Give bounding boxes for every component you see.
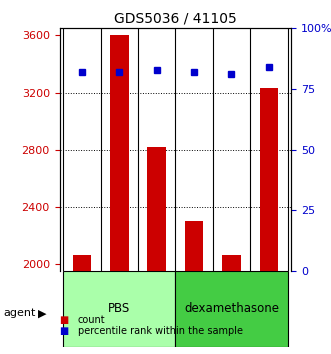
Text: percentile rank within the sample: percentile rank within the sample — [78, 326, 243, 336]
Text: ■: ■ — [60, 326, 69, 336]
Title: GDS5036 / 41105: GDS5036 / 41105 — [114, 12, 237, 26]
Bar — [260, 88, 278, 271]
Text: ■: ■ — [60, 315, 69, 325]
Text: PBS: PBS — [108, 302, 130, 315]
Bar — [147, 147, 166, 271]
FancyBboxPatch shape — [63, 271, 175, 347]
Text: count: count — [78, 315, 105, 325]
Text: agent: agent — [3, 308, 36, 318]
Bar — [73, 255, 91, 271]
Bar — [185, 221, 204, 271]
Bar — [222, 255, 241, 271]
Bar — [110, 35, 129, 271]
Text: ▶: ▶ — [38, 308, 47, 318]
Text: dexamethasone: dexamethasone — [184, 302, 279, 315]
FancyBboxPatch shape — [175, 271, 288, 347]
